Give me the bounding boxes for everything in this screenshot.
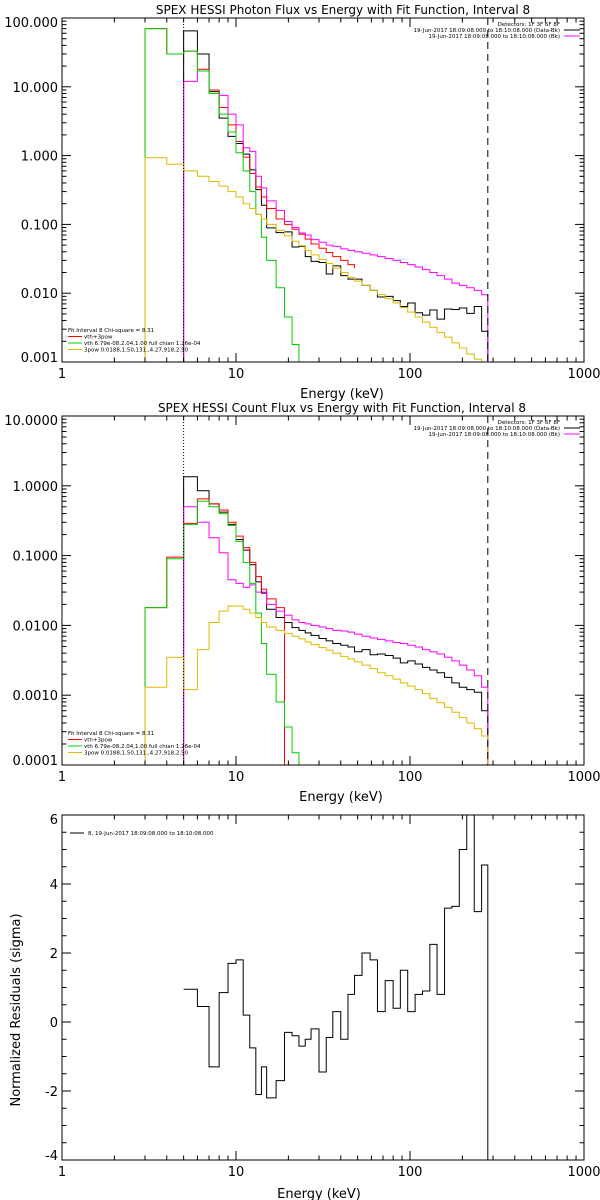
y-tick-label: 10.000	[13, 81, 59, 96]
header-line: Detectors: 1F 3F 6F 8F	[498, 22, 560, 28]
header-line: Detectors: 1F 3F 6F 8F	[498, 420, 560, 426]
header-line: 19-Jun-2017 18:09:08.000 to 18:10:08.000…	[428, 432, 560, 438]
photon-flux-title: SPEX HESSI Photon Flux vs Energy with Fi…	[156, 3, 530, 17]
y-tick-label: 0.0100	[13, 619, 59, 634]
residuals-legend: 8, 19-Jun-2017 18:09:08.000 to 18:10:08.…	[70, 831, 214, 837]
residual-legend-text: 8, 19-Jun-2017 18:09:08.000 to 18:10:08.…	[88, 831, 214, 837]
header-line: 19-Jun-2017 18:09:08.000 to 18:10:08.000…	[414, 28, 560, 34]
series-vth	[144, 500, 300, 765]
header-line: 19-Jun-2017 18:09:08.000 to 18:10:08.000…	[428, 34, 560, 40]
plot-frame	[61, 17, 585, 363]
fit-legend-line: vth 6.79e-08,2.04,1.00 full chian 1.26e-…	[84, 744, 201, 750]
x-tick-label: 1000	[567, 1165, 600, 1180]
plot-frame	[61, 814, 585, 1161]
y-tick-label: -4	[45, 1149, 58, 1164]
series-3pow	[144, 605, 489, 765]
y-tick-label: 0.0001	[13, 754, 59, 769]
photon-flux-series-group	[144, 28, 489, 363]
fit-legend-line: vth 6.79e-08,2.04,1.00 full chian 1.26e-…	[84, 341, 201, 347]
fit-legend-line: Fit Interval 8 Chi-square = 8.31	[68, 731, 154, 737]
photon-flux-panel: SPEX HESSI Photon Flux vs Energy with Fi…	[4, 3, 600, 402]
fit-legend-line: vth+3pow	[84, 738, 113, 744]
residuals-panel: 1 10 100 1000 -4 -2 0 2 4 6 8, 19-Jun-2017 18:09:…	[9, 813, 600, 1200]
residuals-xlabel: Energy (keV)	[277, 1187, 361, 1200]
series-bk	[183, 506, 489, 765]
y-tick-label: 0.010	[21, 287, 58, 302]
count-flux-xlabel: Energy (keV)	[299, 790, 383, 805]
x-tick-label: 10	[228, 1165, 245, 1180]
series-vth-3pow	[144, 28, 356, 362]
residuals-ylabel: Normalized Residuals (sigma)	[9, 913, 24, 1106]
y-tick-label: 100.000	[4, 16, 58, 31]
y-tick-label: 1.0000	[13, 480, 59, 495]
fit-legend-line: Fit Interval 8 Chi-square = 8.31	[68, 328, 154, 334]
y-tick-label: 0	[50, 1016, 58, 1031]
series-vth	[144, 28, 300, 362]
series-data-bk	[183, 476, 489, 765]
fit-legend-line: 3pow 0.0188,1.50,131.,4.27,918,2.50	[84, 348, 189, 354]
x-tick-label: 1000	[567, 770, 600, 785]
count-flux-panel: SPEX HESSI Count Flux vs Energy with Fit…	[4, 401, 600, 805]
x-tick-label: 1	[58, 367, 66, 382]
y-tick-label: 0.001	[21, 351, 58, 366]
y-tick-label: 10.0000	[4, 414, 58, 429]
y-tick-label: 1.000	[21, 150, 58, 165]
series-8-19-jun-2017-18-09-08-000-to-18-10-08-000	[183, 814, 489, 1160]
y-tick-label: -2	[45, 1085, 58, 1100]
residuals-series-group	[183, 814, 489, 1160]
series-3pow	[144, 157, 488, 363]
series-bk	[183, 70, 489, 362]
x-tick-label: 100	[398, 770, 423, 785]
x-tick-label: 1	[58, 770, 66, 785]
photon-flux-xlabel: Energy (keV)	[300, 387, 384, 402]
y-tick-label: 6	[50, 813, 58, 828]
x-tick-label: 100	[398, 367, 423, 382]
count-flux-title: SPEX HESSI Count Flux vs Energy with Fit…	[158, 401, 526, 415]
series-data-bk	[183, 30, 489, 362]
x-tick-label: 1	[58, 1165, 66, 1180]
fit-legend-line: 3pow 0.0188,1.50,131.,4.27,918,2.50	[84, 751, 189, 757]
series-vth-3pow	[144, 498, 285, 765]
header-line: 19-Jun-2017 18:09:08.000 to 18:10:08.000…	[414, 426, 560, 432]
y-tick-label: 4	[50, 878, 58, 893]
plot-frame	[61, 415, 585, 766]
x-tick-label: 100	[398, 1165, 423, 1180]
count-flux-series-group	[144, 476, 489, 765]
x-tick-label: 1000	[567, 367, 600, 382]
y-tick-label: 0.1000	[13, 550, 59, 565]
y-tick-label: 0.100	[21, 218, 58, 233]
x-tick-label: 10	[228, 367, 245, 382]
y-tick-label: 2	[50, 947, 58, 962]
x-tick-label: 10	[228, 770, 245, 785]
y-tick-label: 0.0010	[13, 689, 59, 704]
fit-legend-line: vth+3pow	[84, 335, 113, 341]
